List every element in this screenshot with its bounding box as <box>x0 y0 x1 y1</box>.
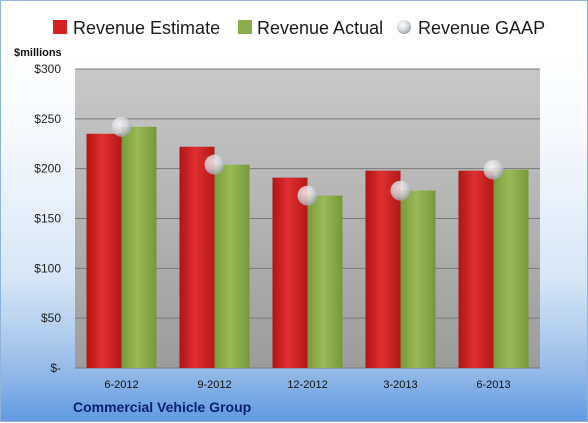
marker-revenue-gaap <box>204 154 225 175</box>
bar-revenue-actual <box>121 126 157 368</box>
legend-label-gaap: Revenue GAAP <box>418 18 545 38</box>
legend-label-actual: Revenue Actual <box>257 18 383 38</box>
x-tick-label: 12-2012 <box>287 379 327 391</box>
legend-swatch-actual <box>238 20 252 34</box>
y-tick-label: $250 <box>34 112 61 126</box>
bar-revenue-actual <box>307 195 343 368</box>
y-tick-label: $200 <box>34 162 61 176</box>
x-tick-label: 3-2013 <box>383 379 417 391</box>
marker-revenue-gaap <box>390 180 411 201</box>
marker-revenue-gaap <box>483 159 504 180</box>
x-tick-label: 6-2013 <box>476 379 510 391</box>
x-tick-label: 6-2012 <box>104 379 138 391</box>
legend-marker-gaap <box>397 20 411 34</box>
y-tick-label: $50 <box>41 311 61 325</box>
y-axis-ticks: $- $50 $100 $150 $200 $250 $300 <box>34 62 61 375</box>
legend: Revenue Estimate Revenue Actual Revenue … <box>53 18 545 38</box>
marker-revenue-gaap <box>297 185 318 206</box>
company-name: Commercial Vehicle Group <box>73 399 251 415</box>
legend-label-estimate: Revenue Estimate <box>73 18 220 38</box>
bars <box>86 126 529 368</box>
y-unit-label: $millions <box>14 47 62 59</box>
bar-revenue-actual <box>214 164 250 368</box>
legend-swatch-estimate <box>53 20 67 34</box>
y-tick-label: $300 <box>34 62 61 76</box>
y-tick-label: $150 <box>34 212 61 226</box>
x-tick-label: 9-2012 <box>197 379 231 391</box>
bar-revenue-estimate <box>365 170 401 368</box>
y-tick-label: $- <box>50 361 61 375</box>
gaap-markers <box>111 116 504 206</box>
bar-revenue-actual <box>493 169 529 368</box>
y-tick-label: $100 <box>34 261 61 275</box>
x-axis-ticks: 6-2012 9-2012 12-2012 3-2013 6-2013 <box>104 379 510 391</box>
bar-revenue-estimate <box>179 146 215 368</box>
bar-revenue-estimate <box>458 170 494 368</box>
bar-revenue-estimate <box>272 177 308 368</box>
bar-revenue-actual <box>400 190 436 368</box>
bar-revenue-estimate <box>86 133 122 368</box>
marker-revenue-gaap <box>111 116 132 137</box>
